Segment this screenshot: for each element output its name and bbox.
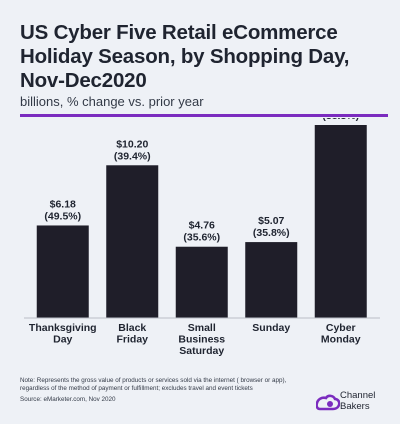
bar-change-label: (39.4%) — [114, 150, 151, 162]
category-label: Saturday — [179, 345, 224, 357]
title-divider — [20, 114, 388, 117]
bar-value-label: $6.18 — [50, 198, 76, 210]
category-label: Thanksgiving — [29, 322, 97, 334]
bar — [175, 246, 228, 318]
bar-change-label: (35.6%) — [183, 232, 220, 244]
footnote: Note: Represents the gross value of prod… — [20, 377, 287, 393]
logo-line-1: Channel — [340, 390, 376, 401]
bar — [36, 225, 89, 318]
category-label: Monday — [321, 334, 361, 346]
channel-bakers-logo-icon — [316, 394, 340, 411]
logo-wordmark: Channel Bakers — [340, 390, 376, 412]
chart-subtitle: billions, % change vs. prior year — [20, 94, 204, 109]
category-label: Friday — [116, 334, 148, 346]
category-label: Black — [118, 322, 146, 334]
bar-change-label: (35.8%) — [253, 227, 290, 239]
bar-value-label: $5.07 — [258, 215, 284, 227]
bar — [314, 125, 367, 318]
bar-value-label: $4.76 — [189, 220, 215, 232]
category-label: Small — [188, 322, 216, 334]
bar-value-label: $10.20 — [116, 138, 148, 150]
channel-bakers-logo: Channel Bakers — [316, 389, 396, 417]
bar — [106, 165, 159, 318]
logo-line-2: Bakers — [340, 400, 370, 412]
source-note: Source: eMarketer.com, Nov 2020 — [20, 396, 116, 403]
bar — [245, 242, 298, 318]
bar-change-label: (49.5%) — [44, 210, 81, 222]
category-label: Day — [53, 334, 72, 346]
bar-change-label: (38.3%) — [322, 118, 359, 122]
category-label: Business — [178, 334, 225, 346]
category-label: Cyber — [326, 322, 356, 334]
chart-title: US Cyber Five Retail eCommerce Holiday S… — [20, 21, 350, 92]
category-label: Sunday — [252, 322, 290, 334]
